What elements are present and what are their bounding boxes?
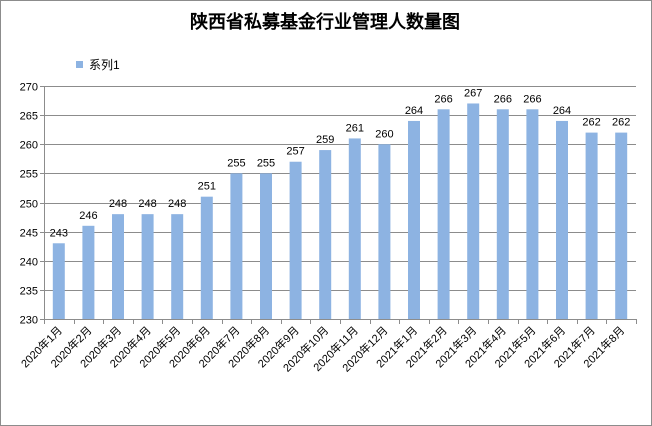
data-label: 266: [523, 93, 541, 105]
data-label: 266: [434, 93, 452, 105]
bar: [526, 109, 539, 319]
y-tick-label: 240: [20, 257, 38, 269]
bar: [112, 214, 124, 319]
data-label: 255: [257, 157, 275, 169]
data-label: 264: [553, 105, 571, 117]
bar: [52, 243, 65, 319]
chart-title: 陕西省私募基金行业管理人数量图: [190, 12, 460, 33]
data-label: 267: [464, 87, 482, 99]
bar: [467, 103, 480, 319]
y-tick-label: 245: [20, 228, 38, 240]
chart-legend: 系列1: [76, 56, 120, 72]
y-tick-label: 265: [20, 111, 38, 123]
bar: [615, 132, 628, 319]
data-label: 251: [198, 181, 216, 193]
data-label: 243: [50, 227, 68, 239]
y-tick-label: 270: [20, 82, 38, 94]
bar: [141, 214, 154, 319]
data-label: 261: [346, 122, 364, 134]
legend-swatch: [76, 60, 83, 68]
bar: [348, 138, 361, 319]
y-tick-label: 230: [20, 315, 38, 327]
bar: [289, 161, 302, 319]
y-tick-label: 235: [20, 286, 38, 298]
data-label: 246: [79, 210, 97, 222]
legend-label: 系列1: [89, 57, 120, 72]
bar: [437, 109, 450, 319]
data-label: 260: [375, 128, 393, 140]
bar: [585, 132, 598, 319]
data-label: 262: [582, 117, 600, 129]
data-label: 248: [168, 198, 186, 210]
bar: [378, 144, 391, 319]
data-label: 257: [286, 146, 304, 158]
bar: [319, 150, 332, 319]
data-label: 255: [227, 157, 245, 169]
y-tick-label: 260: [20, 140, 38, 152]
bar: [408, 120, 420, 319]
data-label: 266: [494, 93, 512, 105]
bar: [556, 120, 568, 319]
bar: [230, 173, 243, 319]
bar: [496, 109, 509, 319]
data-label: 259: [316, 134, 334, 146]
y-tick-label: 255: [20, 169, 38, 181]
data-label: 248: [109, 198, 127, 210]
data-label: 264: [405, 105, 423, 117]
data-label: 262: [612, 117, 630, 129]
bar: [200, 196, 213, 319]
bar: [260, 173, 272, 319]
y-tick-label: 250: [20, 199, 38, 211]
data-label: 248: [138, 198, 156, 210]
bar: [82, 225, 95, 319]
bar: [171, 214, 184, 319]
